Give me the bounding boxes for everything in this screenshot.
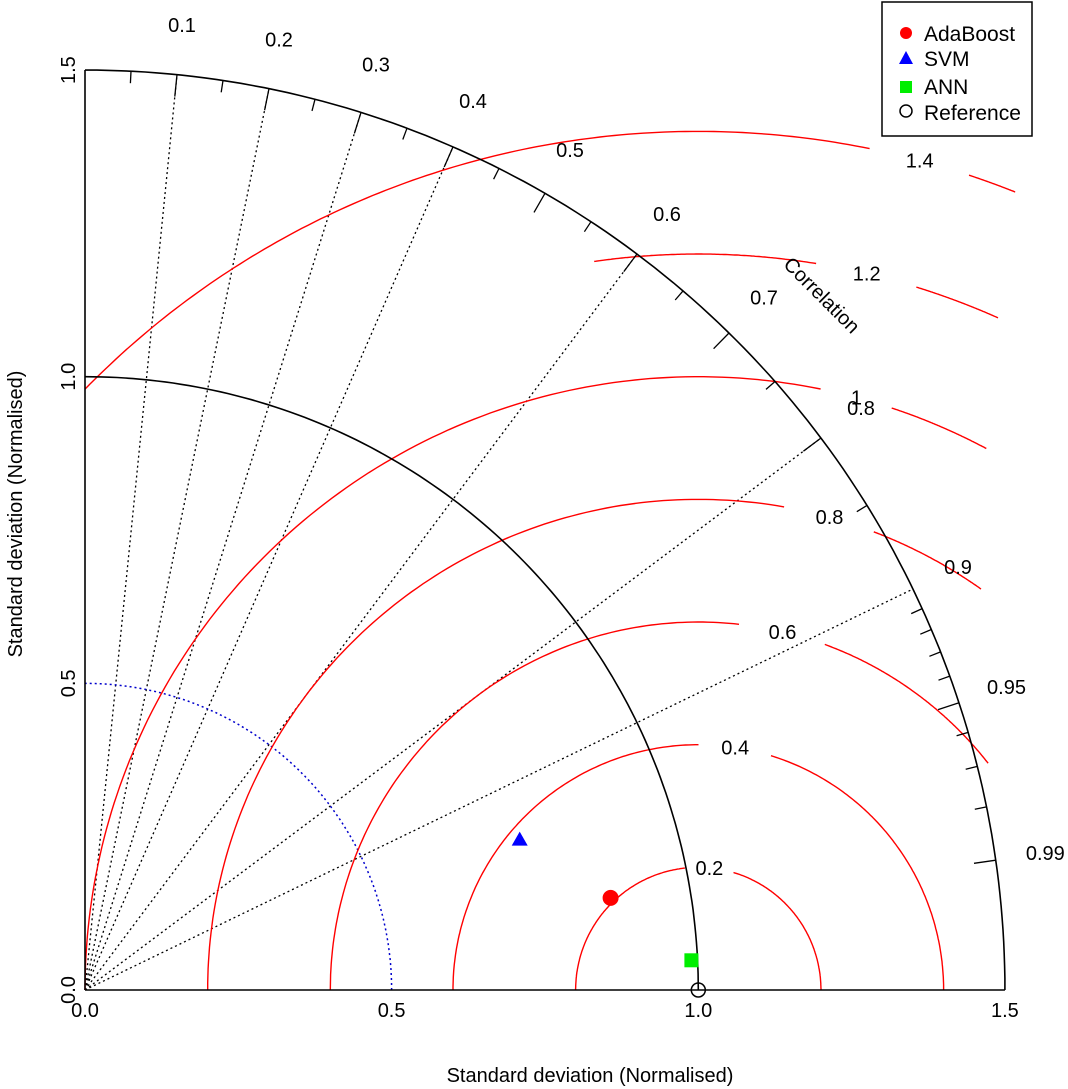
sd-arc-1.0 [84,375,700,991]
correlation-tick-0.7 [713,332,730,350]
correlation-line-0.4 [84,146,454,991]
correlation-line-0.2 [84,88,270,991]
rmsd-contours: 0.20.40.60.811.21.4 [84,130,1016,991]
rmsd-contour-0.2-left [574,867,685,990]
correlation-label-0.9: 0.9 [944,557,972,579]
rmsd-contour-1.2-left [594,253,817,265]
correlation-tick-0.65 [674,290,684,301]
legend-label-adaboost: AdaBoost [924,23,1015,46]
correlation-tick-0.8 [803,437,822,452]
correlation-tick-0.5 [533,192,546,213]
correlation-tick-0.91 [910,608,923,615]
correlation-tick-0.75 [765,381,776,390]
x-tick-label-1.5: 1.5 [991,1000,1019,1022]
legend-marker-svm [899,51,913,64]
reference-point [690,982,707,998]
rmsd-contour-0.4-left [452,744,699,990]
correlation-label-0.5: 0.5 [556,140,584,162]
y-tick-label-0.0: 0.0 [58,976,80,1004]
data-points [511,831,707,998]
correlation-line-0.8 [84,437,822,991]
legend-marker-reference [899,104,913,118]
y-axis-label: Standard deviation (Normalised) [5,371,27,658]
correlation-tick-0.05 [129,71,132,84]
correlation-label-0.3: 0.3 [362,55,390,77]
rmsd-contour-0.6-left [329,621,740,991]
rmsd-contour-1-left [84,376,821,991]
rmsd-contour-0.8-left [207,498,785,990]
rmsd-contour-0.8-right [873,531,982,590]
grid-layer [84,74,914,991]
correlation-tick-0.96 [956,731,969,737]
correlation-label-0.6: 0.6 [653,204,681,226]
correlation-label-0.95: 0.95 [987,677,1026,699]
rmsd-label-0.2: 0.2 [695,858,723,880]
legend-label-ann: ANN [924,76,968,99]
legend-label-reference: Reference [924,102,1021,125]
point-ann [684,953,699,968]
rmsd-contour-1.4-left [84,130,870,390]
correlation-label-0.99: 0.99 [1026,843,1065,865]
correlation-tick-0.3 [353,112,362,134]
rmsd-label-0.6: 0.6 [769,622,797,644]
correlation-tick-0.85 [856,504,868,513]
x-tick-label-1.0: 1.0 [684,1000,712,1022]
sd-arc-0.5 [85,682,393,990]
legend: AdaBoost SVM ANN Reference [881,1,1033,137]
correlation-tick-0.97 [965,765,978,770]
rmsd-label-1: 1 [851,387,862,409]
correlation-tick-0.6 [623,253,638,272]
correlation-tick-0.1 [174,74,178,97]
correlation-label-0.2: 0.2 [265,30,293,52]
rmsd-label-1.4: 1.4 [906,150,934,172]
correlation-label-0.7: 0.7 [750,287,778,309]
point-adaboost [602,889,619,906]
x-axis-label: Standard deviation (Normalised) [447,1065,734,1087]
axes-layer: 0.00.0 0.5 0.5 1.0 1.0 1.5 1.5 0.1 0.2 0.3 0.4 0.5 0… [58,15,1065,1022]
y-tick-label-0.5: 0.5 [58,669,80,697]
correlation-tick-0.94 [938,675,951,681]
correlation-line-0.6 [84,253,638,991]
correlation-tick-0.15 [220,80,224,93]
correlation-line-0.1 [84,74,178,991]
rmsd-contour-0.6-right [824,643,989,764]
correlation-label-0.8: 0.8 [847,398,875,420]
correlation-label-0.1: 0.1 [168,15,196,37]
correlation-label-0.4: 0.4 [459,91,487,113]
legend-marker-adaboost [900,27,912,39]
correlation-tick-0.99 [973,859,996,864]
rmsd-contour-1.2-right [916,286,999,319]
y-tick-label-1.0: 1.0 [58,363,80,391]
rmsd-contour-1.4-right [968,174,1016,193]
correlation-line-0.9 [84,588,914,991]
outer-sd-arc [85,69,1006,990]
rmsd-label-0.4: 0.4 [721,738,749,760]
legend-marker-ann [900,81,912,93]
legend-label-svm: SVM [924,48,970,71]
correlation-axis-label: Correlation [779,253,864,338]
rmsd-label-0.8: 0.8 [816,507,844,529]
correlation-tick-0.25 [311,99,316,112]
y-tick-label-1.5: 1.5 [58,56,80,84]
correlation-tick-0.4 [443,146,454,168]
correlation-tick-0.95 [937,702,960,711]
correlation-tick-0.35 [402,127,408,140]
correlation-tick-0.55 [583,221,592,233]
rmsd-contour-1-right [891,407,987,450]
point-svm [511,831,528,846]
correlation-tick-0.45 [493,168,500,180]
correlation-tick-0.2 [263,88,270,111]
x-tick-label-0.0: 0.0 [71,1000,99,1022]
correlation-tick-0.92 [920,628,932,635]
legend-box [881,1,1033,137]
correlation-tick-0.93 [929,651,941,657]
rmsd-contour-0.2-right [733,871,822,990]
rmsd-contour-0.4-right [770,755,945,990]
rmsd-label-1.2: 1.2 [853,264,881,286]
correlation-tick-0.98 [974,806,987,810]
x-tick-label-0.5: 0.5 [378,1000,406,1022]
correlation-line-0.3 [84,112,362,991]
